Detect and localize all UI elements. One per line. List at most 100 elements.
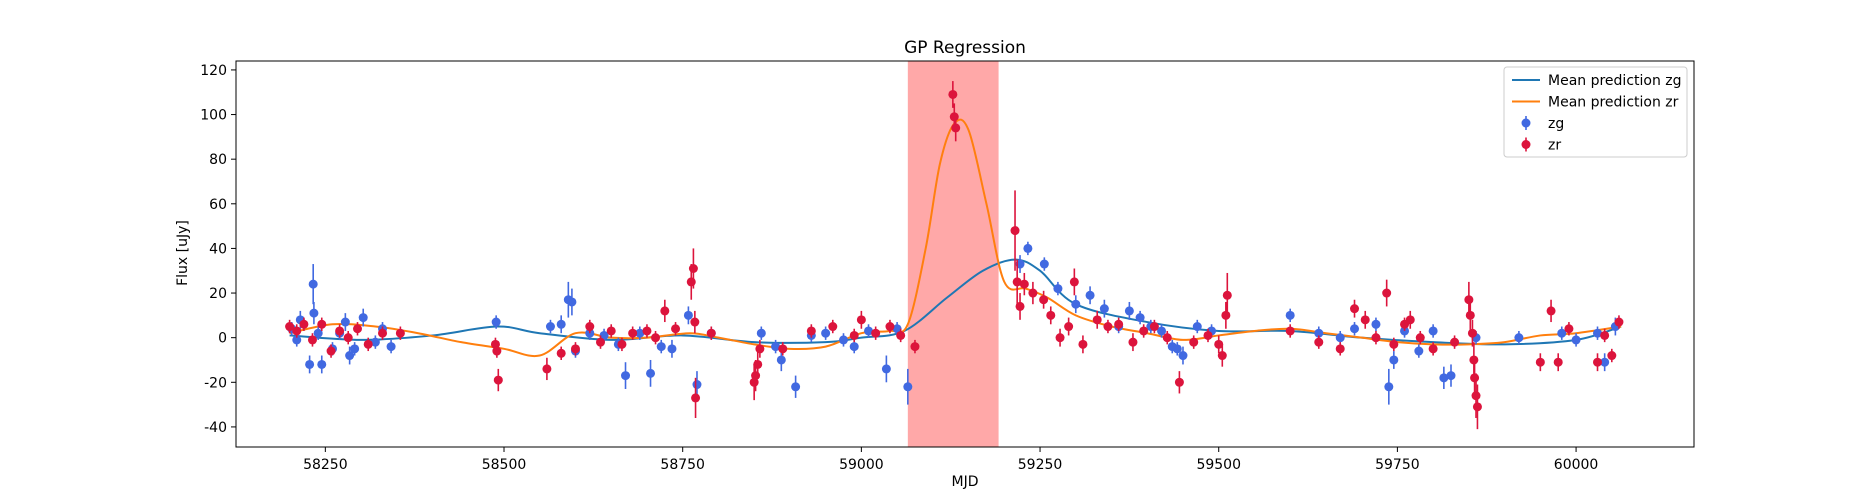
y-axis-ticks: -40 -20 0 20 40 60 80 100 120: [200, 63, 236, 436]
zr-data-point: [1470, 373, 1480, 383]
zr-data-point: [1546, 306, 1556, 316]
zg-data-point: [849, 342, 859, 352]
zg-data-point: [1335, 333, 1345, 343]
zg-data-point: [756, 328, 766, 338]
zr-data-point: [335, 326, 345, 336]
x-axis-label: MJD: [952, 474, 979, 490]
zr-data-point: [1350, 304, 1360, 314]
zr-data-point: [688, 264, 698, 274]
zr-data-point: [285, 322, 295, 332]
zg-data-point: [1414, 346, 1424, 356]
zr-data-point: [1214, 339, 1224, 349]
zr-data-point: [363, 339, 373, 349]
zr-data-point: [691, 393, 701, 403]
zr-data-point: [1450, 337, 1460, 347]
zr-data-point: [1092, 315, 1102, 325]
zr-data-point: [1103, 322, 1113, 332]
legend-label: zg: [1548, 116, 1564, 132]
zr-data-point: [1335, 344, 1345, 354]
zr-data-point: [1465, 310, 1475, 320]
zr-data-point: [1055, 333, 1065, 343]
zg-data-point: [1314, 328, 1324, 338]
zg-data-point: [1157, 326, 1167, 336]
zg-data-point: [1514, 333, 1524, 343]
zr-data-point: [1189, 337, 1199, 347]
x-axis-ticks: 58250 58500 58750 59000 59250 59500 59750 60000: [303, 447, 1598, 473]
zr-data-point: [686, 277, 696, 287]
legend-box: [1503, 66, 1688, 158]
zg-data-point: [1053, 284, 1063, 294]
zr-data-point: [378, 328, 388, 338]
zg-data-point: [292, 335, 302, 345]
zr-data-point: [1382, 288, 1392, 298]
x-tick-label: 58250: [303, 457, 348, 473]
zr-data-point: [753, 359, 763, 369]
zg-data-point: [1178, 351, 1188, 361]
zg-data-point: [1389, 355, 1399, 365]
zg-data-point: [892, 324, 902, 334]
zr-data-point: [948, 89, 958, 99]
zg-data-point: [545, 322, 555, 332]
y-tick-label: 0: [218, 331, 227, 347]
zr-data-point: [671, 324, 681, 334]
zg-data-point: [308, 279, 318, 289]
zg-data-point: [1439, 373, 1449, 383]
zr-data-point: [1174, 377, 1184, 387]
zr-data-point: [1360, 315, 1370, 325]
zr-data-point: [660, 306, 670, 316]
zr-data-point: [1149, 322, 1159, 332]
zg-data-point: [358, 313, 368, 323]
zr-data-point: [617, 339, 627, 349]
zr-data-point: [292, 326, 302, 336]
zr-data-point: [1405, 315, 1415, 325]
zg-data-point: [692, 380, 702, 390]
zr-data-point: [1078, 339, 1088, 349]
zg-data-point: [313, 328, 323, 338]
zr-data-point: [910, 342, 920, 352]
zr-data-point: [585, 322, 595, 332]
zg-data-point: [776, 355, 786, 365]
chart-title: GP Regression: [904, 38, 1026, 58]
zg-data-point: [1557, 328, 1567, 338]
zr-data-point: [1472, 402, 1482, 412]
zg-data-point: [491, 317, 501, 327]
zg-data-point: [903, 382, 913, 392]
zg-data-point: [317, 359, 327, 369]
zr-data-point: [1069, 277, 1079, 287]
y-tick-label: 100: [200, 108, 227, 124]
zg-data-point: [370, 337, 380, 347]
zg-data-point: [1428, 326, 1438, 336]
zr-data-point: [1464, 295, 1474, 305]
zr-data-point: [299, 319, 309, 329]
zg-data-point: [771, 342, 781, 352]
mean-prediction-zr-line: [289, 118, 1622, 358]
zg-data-point: [309, 308, 319, 318]
zr-data-point: [1593, 357, 1603, 367]
x-tick-label: 59750: [1375, 457, 1420, 473]
zr-data-point: [856, 315, 866, 325]
zr-data-point: [885, 322, 895, 332]
zg-data-point: [791, 382, 801, 392]
zg-data-point: [1135, 313, 1145, 323]
zr-data-point: [1039, 295, 1049, 305]
y-tick-label: 80: [209, 152, 227, 168]
zr-data-point: [490, 339, 500, 349]
x-tick-label: 59000: [839, 457, 884, 473]
zg-data-point: [1600, 357, 1610, 367]
zr-data-point: [1564, 324, 1574, 334]
zr-data-point: [642, 326, 652, 336]
zr-data-point: [751, 371, 761, 381]
zg-data-point: [635, 328, 645, 338]
x-tick-label: 58500: [482, 457, 527, 473]
zr-data-point: [1217, 351, 1227, 361]
zr-data-point: [1028, 288, 1038, 298]
y-axis-label: Flux [uJy]: [175, 220, 191, 286]
zr-data-point: [1222, 290, 1232, 300]
y-tick-label: 60: [209, 197, 227, 213]
x-tick-label: 58750: [660, 457, 705, 473]
zg-data-point: [864, 326, 874, 336]
zr-data-point: [749, 377, 759, 387]
zr-data-point: [1221, 310, 1231, 320]
zg-data-point: [656, 342, 666, 352]
